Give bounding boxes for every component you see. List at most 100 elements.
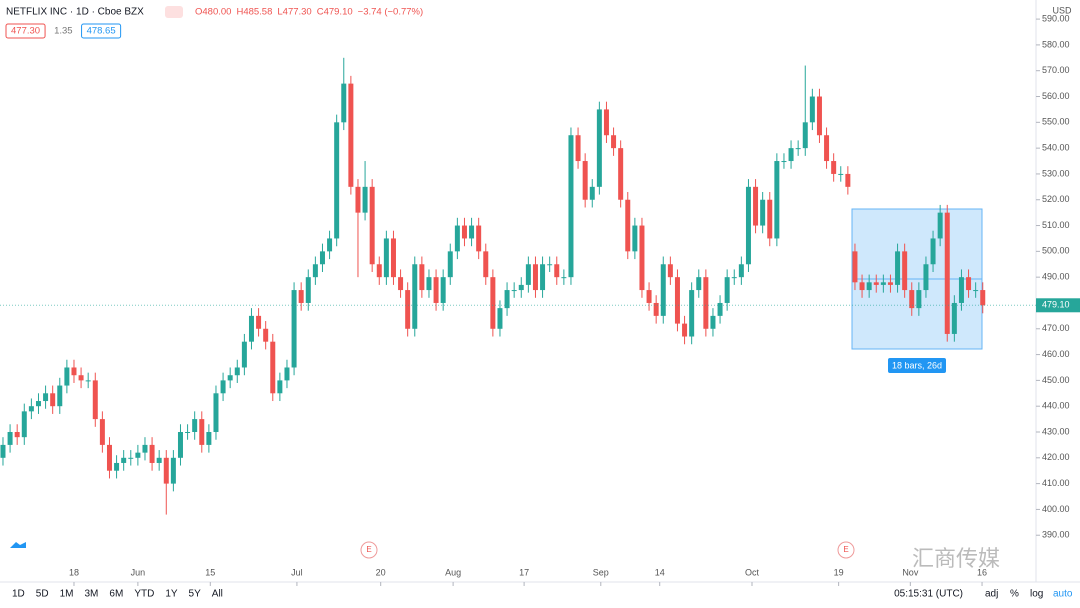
- candle-body: [682, 323, 688, 337]
- candle-body: [767, 199, 773, 239]
- ohlc-value: C479.10: [317, 7, 353, 18]
- candle-body: [21, 411, 27, 438]
- badge-frame: [5, 23, 46, 39]
- candle-body: [241, 341, 247, 368]
- candle-body: [64, 367, 70, 386]
- candle-body: [206, 432, 212, 445]
- candle-body: [887, 282, 893, 285]
- ohlc-value: H485.58: [236, 7, 272, 18]
- timeframe-button[interactable]: 1Y: [165, 589, 178, 600]
- candle-body: [816, 96, 822, 136]
- x-tick-label: Nov: [902, 567, 919, 577]
- timeframe-button[interactable]: 3M: [85, 589, 99, 600]
- candle-body: [895, 251, 901, 285]
- x-tick-label: 17: [519, 567, 529, 577]
- timeframe-button[interactable]: YTD: [134, 589, 154, 600]
- earnings-marker[interactable]: [360, 541, 378, 559]
- earnings-marker[interactable]: [837, 541, 855, 559]
- y-tick-label: 470.00: [1042, 323, 1070, 333]
- candle-body: [248, 315, 254, 342]
- candle-body: [689, 290, 695, 337]
- flag: [165, 6, 183, 18]
- candle-body: [753, 186, 759, 226]
- candle-body: [192, 419, 198, 432]
- candle-body: [106, 444, 112, 471]
- candle-body: [170, 457, 176, 484]
- candle-body: [582, 161, 588, 200]
- candle-body: [355, 186, 361, 213]
- candle-body: [646, 290, 652, 303]
- candle-body: [809, 96, 815, 123]
- candle-body: [78, 375, 84, 381]
- candle-body: [731, 277, 737, 279]
- y-tick-label: 400.00: [1042, 504, 1070, 514]
- candle-body: [327, 238, 333, 252]
- candle-body: [966, 277, 972, 291]
- candle-body: [738, 264, 744, 278]
- candle-body: [703, 277, 709, 329]
- candle-body: [980, 290, 986, 306]
- candle-body: [525, 264, 531, 285]
- ohlc-value: L477.30: [277, 7, 311, 18]
- timeframe-button[interactable]: 5Y: [189, 589, 202, 600]
- candle-body: [745, 186, 751, 265]
- badge: 477.30: [11, 26, 40, 37]
- candle-body: [270, 341, 276, 394]
- range-label-bg: [888, 358, 946, 373]
- candle-body: [199, 419, 205, 445]
- candle-body: [944, 212, 950, 334]
- candle-body: [14, 432, 20, 438]
- candle-body: [774, 161, 780, 239]
- candle-body: [390, 238, 396, 278]
- timeframe-button[interactable]: 1M: [60, 589, 74, 600]
- candle-body: [341, 83, 347, 123]
- candle-body: [0, 444, 6, 458]
- y-tick-label: 450.00: [1042, 375, 1070, 385]
- candle-body: [362, 186, 368, 213]
- y-tick-label: 390.00: [1042, 530, 1070, 540]
- candle-body: [845, 173, 851, 187]
- candle-body: [334, 122, 340, 239]
- candle-body: [902, 251, 908, 291]
- candle-body: [596, 109, 602, 187]
- candle-body: [99, 419, 105, 445]
- symbol-title[interactable]: NETFLIX INC · 1D · Cboe BZX: [6, 7, 144, 18]
- candle-body: [50, 393, 56, 407]
- candle-body: [213, 393, 219, 432]
- candle-body: [518, 284, 524, 291]
- candle-body: [483, 251, 489, 278]
- candle-body: [547, 264, 553, 266]
- timeframe-button[interactable]: All: [212, 589, 223, 600]
- y-tick-label: 520.00: [1042, 194, 1070, 204]
- candle-body: [405, 290, 411, 329]
- x-tick-label: 18: [69, 567, 79, 577]
- candle-body: [220, 380, 226, 394]
- candle-body: [476, 225, 482, 252]
- candle-body: [227, 375, 233, 381]
- candle-body: [781, 161, 787, 163]
- option-button[interactable]: %: [1010, 589, 1019, 600]
- candle-body: [319, 251, 325, 265]
- candle-body: [916, 290, 922, 309]
- watermark: 汇商传媒: [912, 547, 1000, 572]
- candle-body: [71, 367, 77, 376]
- candle-body: [234, 367, 240, 376]
- candle-body: [632, 225, 638, 252]
- candle-body: [348, 83, 354, 187]
- option-button[interactable]: auto: [1053, 589, 1073, 600]
- y-tick-label: 490.00: [1042, 272, 1070, 282]
- option-button[interactable]: adj: [985, 589, 998, 600]
- candle-body: [909, 290, 915, 309]
- candle-body: [156, 457, 162, 463]
- option-button[interactable]: log: [1030, 589, 1043, 600]
- x-tick-label: Jul: [291, 567, 303, 577]
- timeframe-button[interactable]: 6M: [109, 589, 123, 600]
- timeframe-button[interactable]: 5D: [36, 589, 49, 600]
- candle-body: [788, 148, 794, 162]
- candle-body: [497, 308, 503, 329]
- candle-body: [831, 161, 837, 174]
- timeframe-button[interactable]: 1D: [12, 589, 25, 600]
- candle-body: [454, 225, 460, 252]
- currency: USD: [1052, 5, 1072, 15]
- candle-body: [284, 367, 290, 381]
